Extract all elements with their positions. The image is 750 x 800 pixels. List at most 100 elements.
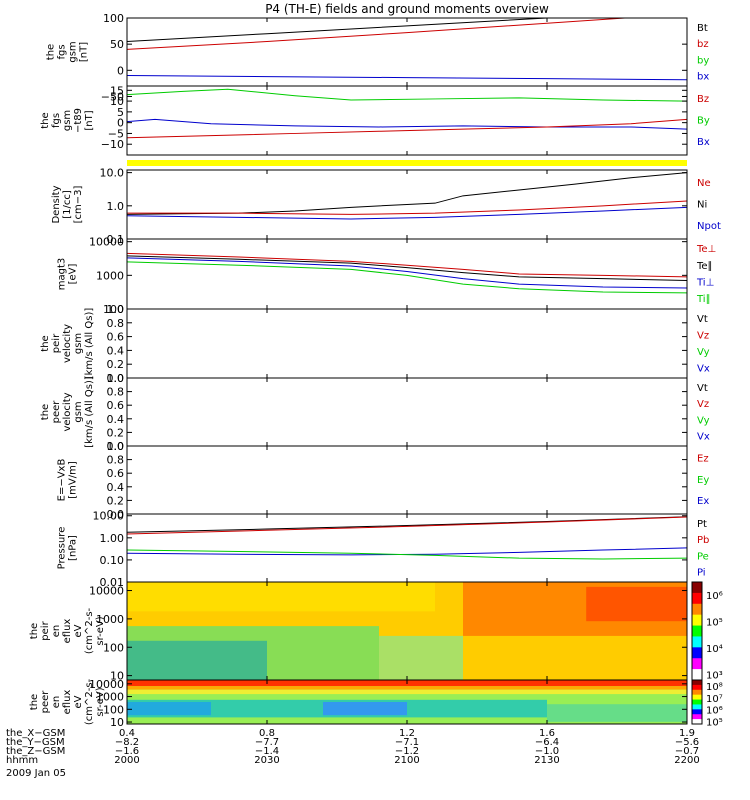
y-tick-label: 10000 [89,585,124,598]
colorbar-label: 10⁴ [706,644,723,655]
legend-entry: By [697,115,710,126]
y-axis-label: [mV/m] [68,461,79,499]
y-axis-label: peir [51,333,62,353]
y-axis-label: sr-eV) [95,687,106,716]
colorbar-segment [692,636,702,648]
x-axis-value: −7.1 [395,737,419,748]
legend-entry: Pt [697,519,707,530]
series-line [127,549,687,560]
y-tick-label: −50 [101,90,124,103]
colorbar-segment [692,603,702,616]
colorbar-segment [692,704,702,710]
heatmap-region [127,582,435,612]
y-tick-label: 0.4 [107,413,125,426]
panel-frame [126,513,688,583]
colorbar-label: 10⁵ [706,718,723,729]
y-axis-label: the [40,335,51,351]
y-axis-label: peer [51,400,62,424]
y-axis-label: fgs [57,44,68,59]
y-axis-label: [nPa] [68,535,79,561]
legend-entry: Ez [697,454,709,465]
colorbar-segment [692,614,702,627]
x-axis-value: −1.6 [115,746,139,757]
series-line [127,206,687,220]
panel-frame [126,377,688,447]
colorbar-frame [691,679,703,725]
heatmap-region [547,704,687,722]
x-axis-row-label: hhmm [6,755,38,766]
y-axis-label: the [29,623,40,639]
y-axis-label: [cm−3] [73,186,84,224]
legend-entry: Pi [697,567,706,578]
y-tick-label: 0.6 [107,331,125,344]
x-axis-row-label: the_X−GSM [6,728,65,739]
y-axis-label: the [46,44,57,60]
y-tick-label: 100 [103,703,124,716]
x-axis-value: 2000 [114,755,139,766]
y-tick-label: 0.6 [107,399,125,412]
series-line [127,75,687,81]
y-axis-label: E=−VxB [57,459,68,502]
y-axis-label: fgs [51,113,62,128]
series-line [127,200,687,215]
y-axis-label: velocity [62,324,73,363]
x-axis-row-label: the_Z−GSM [6,746,65,757]
y-axis-label: [1/cc] [62,190,73,219]
y-axis-label: en [51,625,62,638]
figure-title: P4 (TH-E) fields and ground moments over… [265,2,549,16]
colorbar-segment [692,680,702,686]
y-tick-label: 100 [103,641,124,654]
separator-band [127,160,687,166]
y-tick-label: 0.2 [107,426,125,439]
y-tick-label: 0.2 [107,358,125,371]
legend-entry: by [697,55,709,66]
x-axis-value: −0.7 [675,746,699,757]
x-axis-value: 2030 [254,755,279,766]
y-axis-label: the [29,694,40,710]
y-tick-label: 0 [117,117,124,130]
y-tick-label: 5 [117,106,124,119]
legend-entry: bz [697,39,709,50]
y-axis-label: [nT] [84,110,95,130]
y-tick-label: 10 [110,716,124,729]
y-tick-label: 0.0 [107,508,125,521]
y-axis-label: Pressure [57,527,68,570]
legend-entry: Vx [697,431,710,442]
y-axis-label: gsm [62,110,73,131]
y-tick-label: 1.00 [100,532,125,545]
colorbar-segment [692,592,702,605]
y-tick-label: 0.6 [107,467,125,480]
colorbar-segment [692,658,702,670]
x-axis-value: 1.6 [539,728,555,739]
y-axis-label: gsm [68,41,79,62]
y-axis-label: the [40,404,51,420]
legend-entry: Vz [697,330,709,341]
y-axis-label: gsm [73,401,84,422]
colorbar-segment [692,694,702,701]
heatmap-region [127,686,687,690]
series-line [127,252,687,278]
x-axis-labels: the_X−GSM 0.4 0.8 1.2 1.6 1.9 the_Y−GSM −8.2 −7.… [6,728,700,766]
y-tick-label: 1000 [96,613,124,626]
y-axis-label: [km/s (All Qs)] [84,308,95,380]
colorbar-segment [692,684,702,691]
y-axis-label: eflux [62,619,73,644]
colorbar-segment [692,719,702,725]
y-tick-label: 0.2 [107,494,125,507]
x-axis-value: −7.7 [255,737,279,748]
y-axis-label: eV [73,695,84,708]
colorbar-segment [692,689,702,696]
y-tick-label: 0.1 [107,233,125,246]
legend-entry: Vx [697,363,710,374]
series-line [127,257,687,289]
y-axis-label: gsm [73,333,84,354]
y-axis-label: the [40,112,51,128]
legend-entry: Vy [697,347,710,358]
series-line [127,261,687,294]
series-line [127,18,556,43]
colorbar-segment [692,625,702,637]
